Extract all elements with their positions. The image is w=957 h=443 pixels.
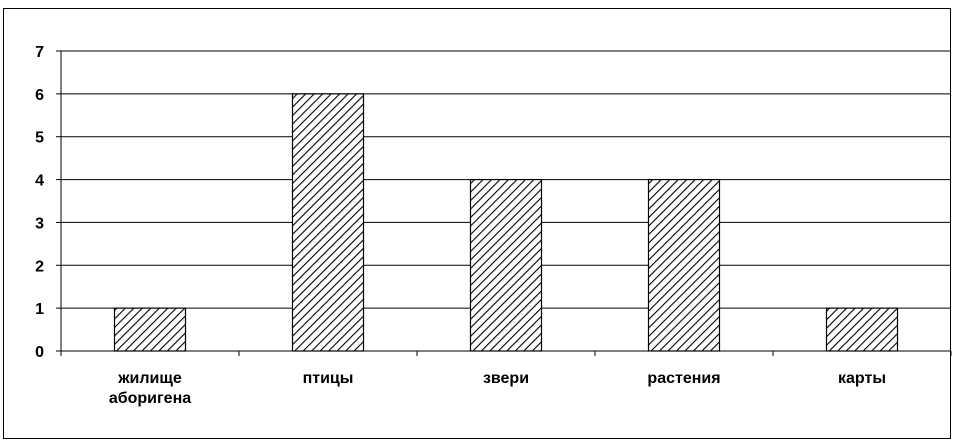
x-tick-label-line: птицы	[303, 370, 354, 387]
x-tick-label: карты	[838, 370, 886, 387]
bars	[113, 93, 899, 352]
x-tick-label-line: карты	[838, 370, 886, 387]
y-tick-label: 6	[35, 87, 44, 104]
y-tick-label: 7	[35, 44, 44, 61]
y-tick-label: 0	[35, 344, 44, 361]
labels: 0 1 2 3 4 5 6 7 жилище аборигена птицы звери растени…	[35, 44, 886, 407]
x-tick-label-line: звери	[483, 370, 529, 387]
x-tick-label: жилище аборигена	[109, 370, 191, 407]
gridlines	[61, 50, 951, 309]
y-tick-label: 2	[35, 258, 44, 275]
y-tick-label: 5	[35, 130, 44, 147]
bar	[113, 307, 187, 352]
x-tick-label-line: аборигена	[109, 390, 191, 407]
x-tick-label: звери	[483, 370, 529, 387]
x-tick-label: растения	[647, 370, 720, 387]
y-tick-label: 3	[35, 215, 44, 232]
x-tick-label-line: растения	[647, 370, 720, 387]
x-tick-label-line: жилище	[117, 370, 182, 387]
y-tick-label: 4	[35, 173, 44, 190]
x-tick-label: птицы	[303, 370, 354, 387]
bar	[291, 93, 365, 352]
bar	[647, 178, 721, 352]
bar	[469, 178, 543, 352]
bar	[825, 307, 899, 352]
y-tick-label: 1	[35, 301, 44, 318]
